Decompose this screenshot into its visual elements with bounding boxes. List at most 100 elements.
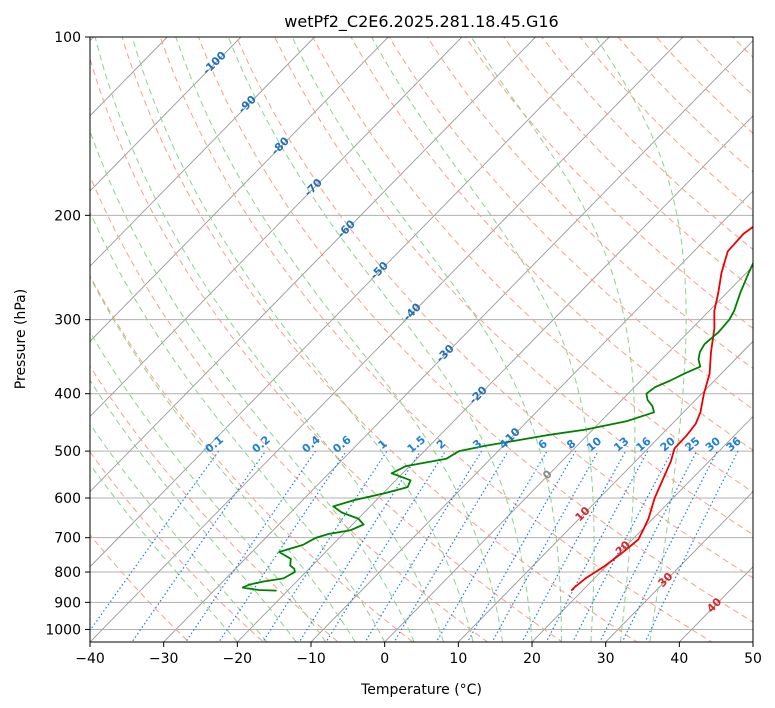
moist-adiabat-line — [90, 379, 297, 642]
dry-adiabat-line — [388, 37, 753, 410]
dry-adiabat-line — [90, 533, 190, 642]
mixing-ratio-line — [185, 450, 316, 642]
mixing-ratio-line — [599, 450, 698, 642]
dry-adiabat-line — [90, 174, 489, 642]
moist-adiabat-line — [291, 37, 562, 642]
dry-adiabat-line — [90, 274, 414, 642]
tick-layer: −40 −30 −20 −10 0 10 20 30 40 5010020030040050060… — [45, 30, 762, 667]
mixing-ratio-line — [393, 450, 509, 642]
mixing-ratio-line — [90, 450, 220, 632]
dry-adiabat-line — [197, 37, 753, 623]
chart-title: wetPf2_C2E6.2025.281.18.45.G16 — [284, 12, 558, 32]
mixing-ratio-line — [298, 450, 422, 642]
moist-adiabat-line — [131, 37, 474, 642]
dry-adiabat-line — [159, 37, 713, 642]
isotherm-label: 10 — [573, 504, 593, 524]
x-tick-label: 40 — [670, 651, 688, 667]
x-tick-label: −10 — [296, 651, 326, 667]
x-tick-label: 30 — [597, 651, 615, 667]
dry-adiabat-line — [90, 365, 339, 642]
mixing-ratio-label: 0.2 — [250, 433, 273, 455]
isotherm-line — [310, 190, 753, 642]
y-tick-label: 300 — [54, 313, 81, 329]
mixing-ratio-line — [545, 450, 649, 642]
moist-adiabat-line — [90, 423, 268, 642]
moist-adiabat-line — [371, 37, 595, 642]
dry-adiabat-line — [121, 37, 638, 642]
isotherm-label: -90 — [236, 93, 259, 116]
y-axis-label: Pressure (hPa) — [13, 289, 29, 389]
mixing-ratio-label: 8 — [564, 437, 578, 452]
isotherm-line — [90, 37, 389, 342]
moist-adiabat-line — [90, 129, 415, 642]
y-tick-label: 600 — [54, 491, 81, 507]
x-tick-label: −30 — [149, 651, 179, 667]
mixing-ratio-line — [218, 450, 347, 642]
mixing-ratio-label: 1 — [376, 437, 390, 452]
isotherm-label: -20 — [467, 383, 490, 406]
isotherm-label: -80 — [269, 134, 292, 157]
moist-adiabat-line — [94, 37, 445, 642]
moist-adiabat-line — [175, 37, 503, 642]
x-tick-label: 50 — [744, 651, 762, 667]
y-tick-label: 700 — [54, 531, 81, 547]
isotherm-line — [163, 39, 753, 642]
mixing-ratio-label: 6 — [536, 437, 550, 452]
x-axis-label: Temperature (°C) — [360, 682, 482, 698]
isotherm-label: -70 — [302, 176, 325, 199]
mixing-ratio-line — [644, 450, 739, 642]
dry-adiabat-line — [236, 37, 753, 579]
dewpoint-profile-line — [241, 261, 753, 592]
dry-adiabat-line — [274, 37, 753, 536]
x-tick-label: −20 — [223, 651, 253, 667]
dry-adiabat-line — [350, 37, 753, 451]
temperature-profile-line — [570, 225, 753, 592]
y-tick-label: 400 — [54, 387, 81, 403]
isotherm-line — [679, 566, 753, 642]
mixing-ratio-line — [325, 450, 446, 642]
mixing-ratio-line — [621, 450, 718, 642]
isotherm-line — [90, 37, 315, 267]
isotherm-line — [90, 37, 684, 642]
mixing-ratio-line — [491, 450, 599, 642]
x-tick-label: 0 — [380, 651, 389, 667]
y-tick-label: 200 — [54, 208, 81, 224]
dry-adiabat-line — [90, 451, 265, 642]
isotherm-label: -100 — [200, 48, 229, 77]
dry-adiabat-line — [579, 37, 753, 212]
moist-adiabat-line — [90, 463, 238, 642]
dry-adiabat-line — [312, 37, 753, 493]
isotherm-line — [605, 491, 753, 642]
moist-adiabat-line — [470, 37, 636, 642]
x-tick-label: 10 — [449, 651, 467, 667]
x-tick-label: −40 — [75, 651, 105, 667]
mixing-ratio-label: 2 — [434, 437, 448, 452]
isotherm-line — [90, 37, 242, 192]
y-tick-label: 100 — [54, 30, 81, 46]
dry-adiabat-line — [541, 37, 753, 251]
moist-adiabat-line — [90, 210, 386, 642]
dry-adiabat-line — [757, 24, 775, 654]
isotherm-line — [90, 37, 610, 568]
dry-adiabat-line — [617, 37, 753, 173]
mixing-ratio-label: 0.1 — [203, 433, 226, 455]
isotherm-line — [90, 37, 463, 418]
isotherm-line — [531, 415, 753, 642]
isotherm-label: 0 — [540, 467, 555, 482]
isotherm-line — [90, 37, 536, 493]
dry-adiabat-line — [426, 37, 753, 370]
moist-adiabat-line — [90, 330, 327, 642]
isotherm-line — [237, 115, 753, 642]
plot-frame — [89, 36, 754, 643]
dry-adiabat-line — [464, 37, 753, 330]
dry-adiabat-line — [731, 37, 753, 59]
isotherm-label: 40 — [704, 595, 724, 615]
isotherm-line — [384, 265, 753, 642]
y-tick-label: 500 — [54, 444, 81, 460]
mixing-ratio-line — [435, 450, 548, 642]
mixing-ratio-line — [262, 450, 388, 642]
y-tick-label: 900 — [54, 595, 81, 611]
y-tick-label: 800 — [54, 565, 81, 581]
moist-adiabat-line — [90, 276, 356, 642]
